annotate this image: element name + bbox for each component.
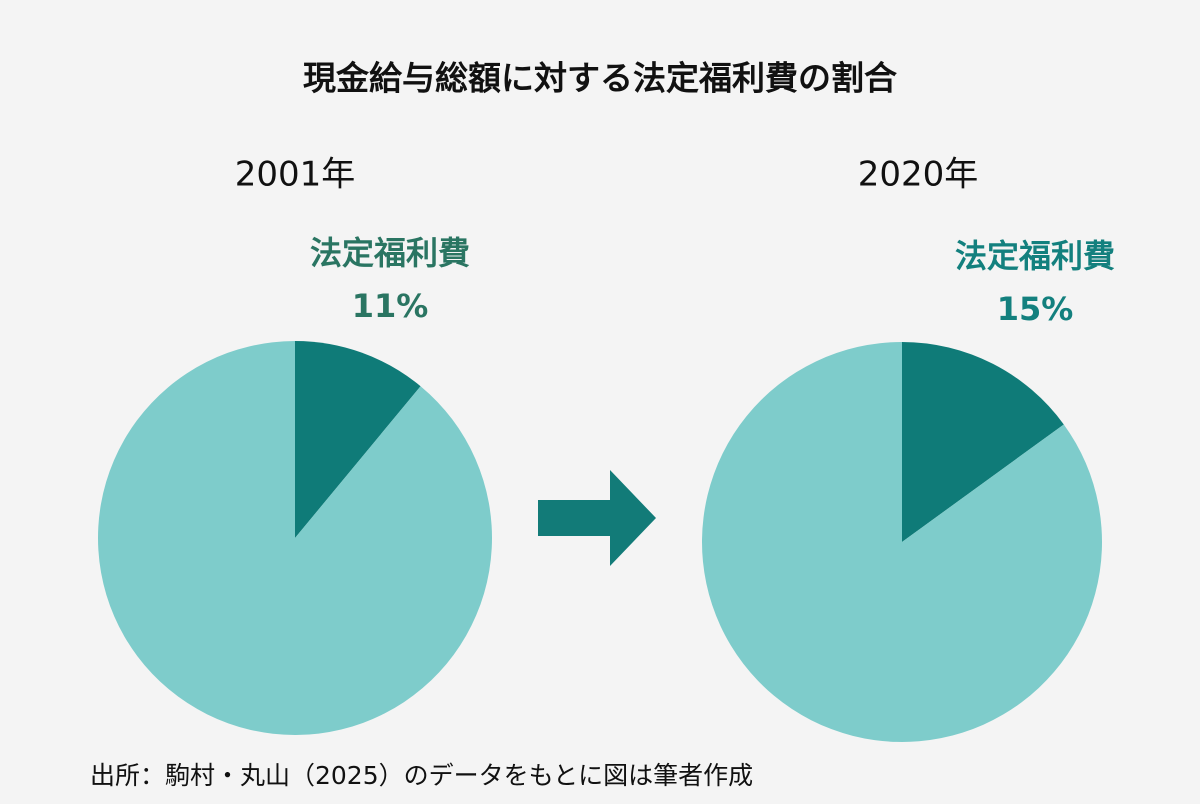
pie-slice [295,341,421,538]
pie-slice [902,342,1064,542]
arrow [538,470,656,566]
pie-slice [98,341,493,736]
slice-label: 法定福利費 [310,234,470,272]
value-label: 15% [997,290,1074,328]
value-label: 11% [352,287,429,325]
page-title: 現金給与総額に対する法定福利費の割合 [303,59,897,98]
pie-slice [701,342,1102,742]
chart-title: 2001年 [235,155,356,195]
slice-label: 法定福利費 [955,237,1115,275]
source-note: 出所：駒村・丸山（2025）のデータをもとに図は筆者作成 [90,761,753,790]
chart-title: 2020年 [858,155,979,195]
